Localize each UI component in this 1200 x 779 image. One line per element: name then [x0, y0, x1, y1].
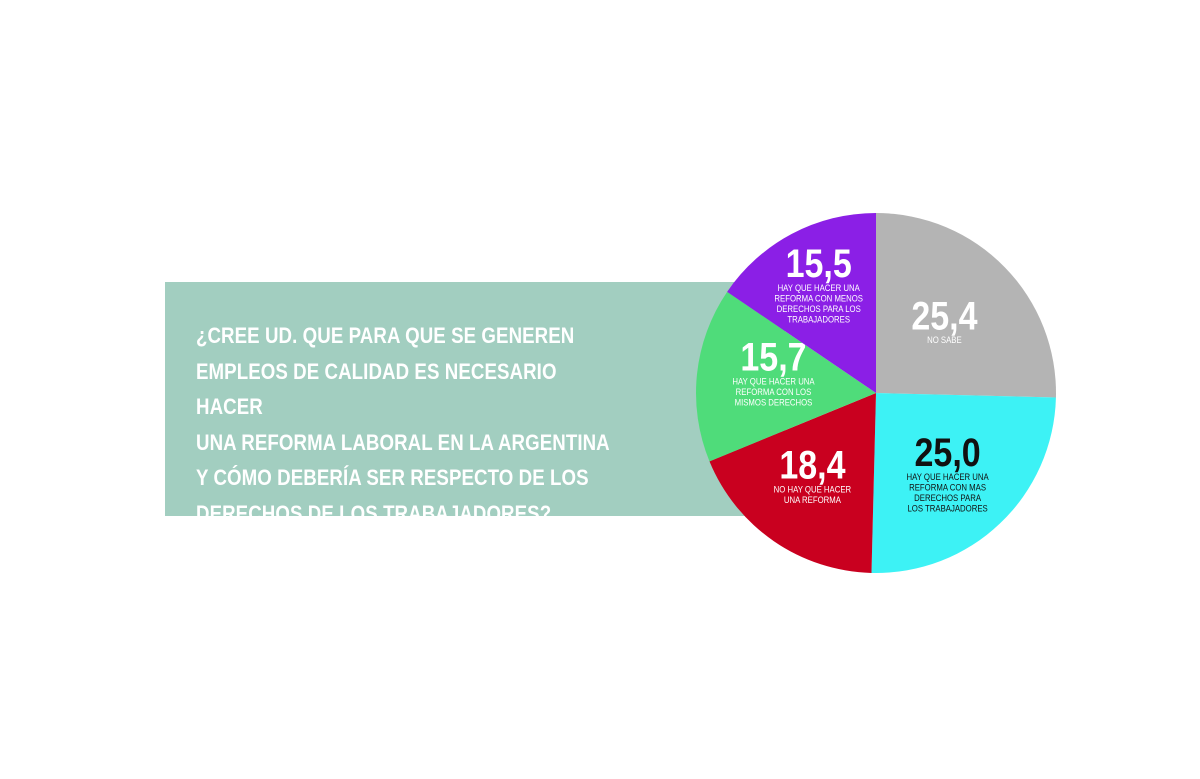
question-box	[165, 282, 785, 516]
pie-slice-0	[876, 213, 1056, 398]
slice-category-label: REFORMA CON MENOS	[774, 293, 863, 304]
slice-category-label: HAY QUE HACER UNA	[906, 471, 988, 482]
slice-category-label: UNA REFORMA	[784, 494, 841, 505]
slice-category-label: DERECHOS PARA	[914, 492, 981, 503]
slice-category-label: NO HAY QUE HACER	[774, 484, 851, 495]
slice-category-label: LOS TRABAJADORES	[907, 503, 987, 514]
slice-category-label: REFORMA CON MAS	[909, 482, 986, 493]
slice-category-label: NO SABE	[927, 334, 962, 345]
pie-slice-1	[871, 393, 1056, 573]
pie-slice-4	[727, 213, 876, 393]
slice-value-label: 15,5	[786, 240, 852, 285]
slice-value-label: 15,7	[740, 334, 806, 379]
slice-value-label: 18,4	[779, 442, 845, 487]
pie-slice-3	[696, 291, 876, 462]
slice-category-label: MISMOS DERECHOS	[735, 397, 813, 408]
slice-category-label: TRABAJADORES	[787, 314, 850, 325]
slice-text-0: 25,4NO SABE	[911, 293, 977, 346]
slice-category-label: HAY QUE HACER UNA	[732, 376, 814, 387]
slice-value-label: 25,4	[911, 293, 977, 338]
slice-category-label: REFORMA CON LOS	[736, 386, 812, 397]
slice-value-label: 25,0	[915, 429, 981, 474]
chart-title: ¿CREE UD. QUE PARA QUE SE GENEREN EMPLEO…	[196, 323, 610, 526]
slice-category-label: DERECHOS PARA LOS	[777, 303, 861, 314]
pie-slice-2	[709, 393, 876, 573]
slice-category-label: HAY QUE HACER UNA	[778, 282, 860, 293]
